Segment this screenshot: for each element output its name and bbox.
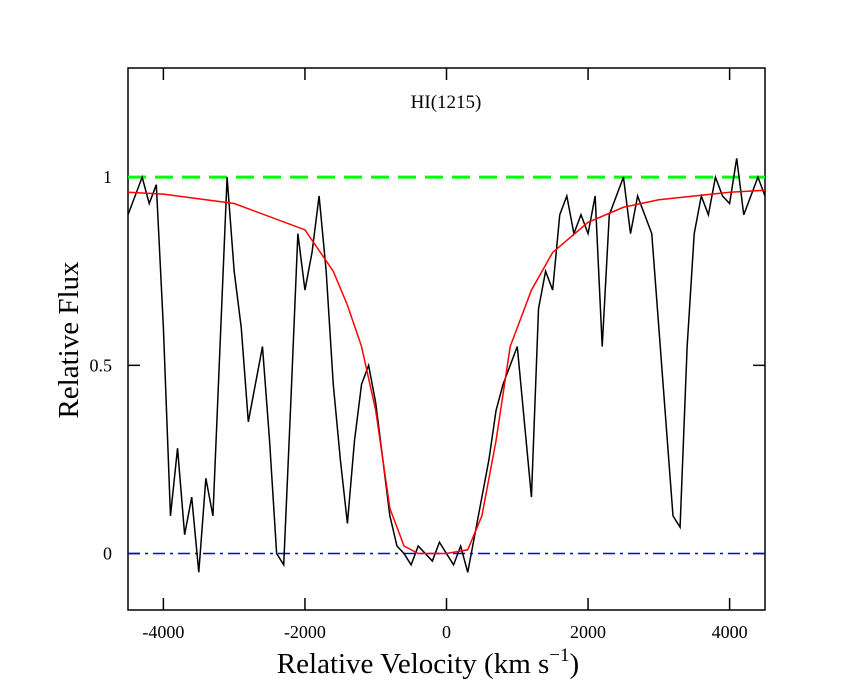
series-line: [127, 189, 766, 555]
x-tick-label: -2000: [284, 622, 326, 642]
x-label-main: Relative Velocity (km s: [277, 648, 550, 680]
x-tick-label: 4000: [712, 622, 748, 642]
plot-frame: [127, 67, 766, 611]
y-axis-label: Relative Flux: [53, 261, 85, 419]
x-axis-label: Relative Velocity (km s−1): [277, 645, 579, 680]
x-label-sup: −1: [549, 645, 569, 666]
x-tick-label: 2000: [570, 622, 606, 642]
y-tick-label: 1: [103, 167, 112, 187]
x-tick-label: 0: [442, 622, 451, 642]
x-label-close: ): [570, 648, 580, 680]
x-tick-label: -4000: [142, 622, 184, 642]
series-line: [127, 158, 766, 573]
y-tick-label: 0.5: [90, 355, 113, 375]
y-tick-label: 0: [103, 544, 112, 564]
annotation: HI(1215): [411, 92, 482, 113]
